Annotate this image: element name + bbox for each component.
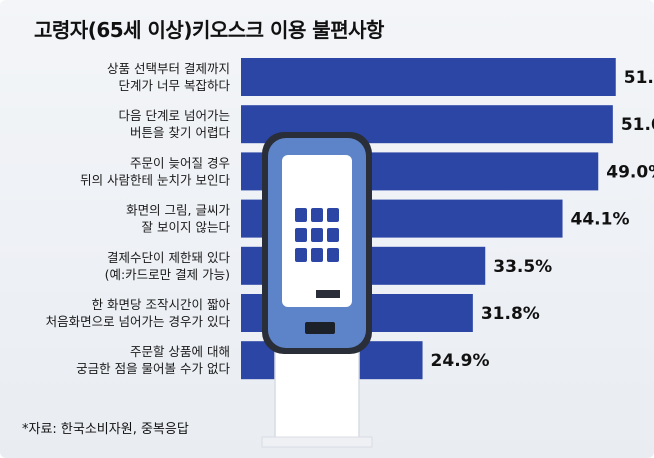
kiosk-receipt-slot [305,322,335,334]
value-label-2: 51.0% [621,115,654,135]
category-label-5: 결제수단이 제한돼 있다 (예:카드로만 결제 가능) [105,250,231,282]
value-label-4: 44.1% [571,210,630,230]
kiosk-key [295,248,307,262]
kiosk-key [311,208,323,222]
kiosk-key [295,228,307,242]
kiosk-illustration [261,132,373,448]
kiosk-key [327,208,339,222]
category-label-7: 주문할 상품에 대해 궁금한 점을 물어볼 수가 없다 [76,344,230,376]
value-label-6: 31.8% [481,304,540,324]
value-label-3: 49.0% [606,162,654,182]
value-label-5: 33.5% [493,257,552,277]
kiosk-key [311,248,323,262]
chart-title: 고령자(65세 이상)키오스크 이용 불편사항 [34,18,384,42]
category-label-2: 다음 단계로 넘어가는 버튼을 찾기 어렵다 [119,108,231,140]
kiosk-key [327,248,339,262]
kiosk-stand [274,344,360,446]
category-label-3: 주문이 늦어질 경우 뒤의 사람한테 눈치가 보인다 [80,155,230,187]
value-label-1: 51.4% [624,68,654,88]
value-label-7: 24.9% [431,351,490,371]
kiosk-stand-base [261,436,373,448]
category-label-1: 상품 선택부터 결제까지 단계가 너무 복잡하다 [107,61,230,93]
category-label-6: 한 화면당 조작시간이 짧아 처음화면으로 넘어가는 경우가 있다 [46,297,231,329]
kiosk-key [295,208,307,222]
kiosk-card-slot [316,290,340,298]
kiosk-key [327,228,339,242]
source-note: *자료: 한국소비자원, 중복응답 [22,422,189,437]
kiosk-key [311,228,323,242]
category-label-4: 화면의 그림, 글씨가 잘 보이지 않는다 [126,203,230,235]
bar-1 [241,58,616,96]
kiosk-keypad [295,208,339,262]
